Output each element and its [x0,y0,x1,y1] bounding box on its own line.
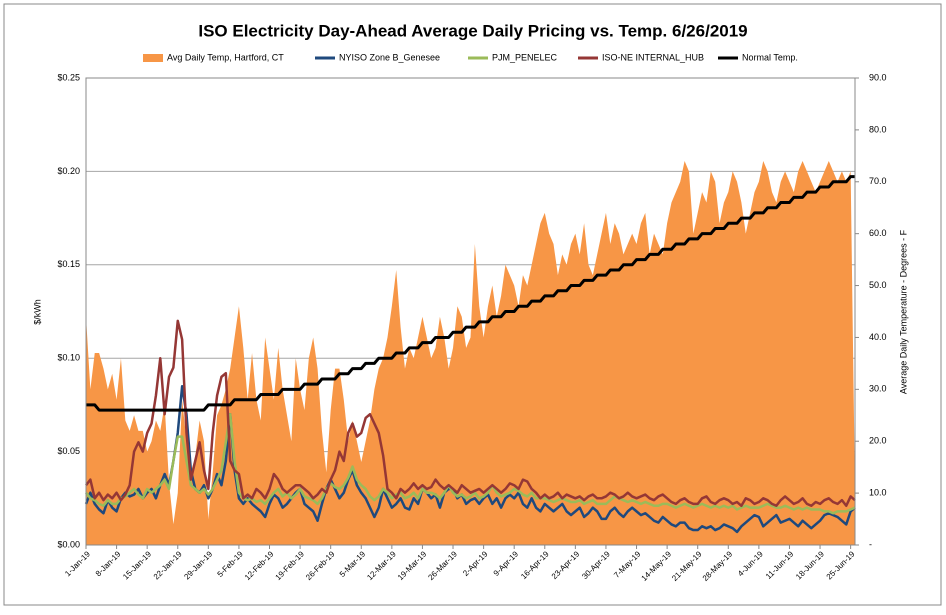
y2-tick-label: 90.0 [869,72,887,82]
y2-tick-label: 80.0 [869,124,887,134]
y2-tick-label: 40.0 [869,332,887,342]
y-tick-label: $0.15 [57,259,80,269]
y2-tick-label: 30.0 [869,384,887,394]
y-tick-label: $0.10 [57,353,80,363]
legend-label: PJM_PENELEC [492,52,558,62]
series-line [85,319,856,508]
y-tick-label: $0.25 [57,72,80,82]
y-axis-label: $/kWh [32,299,42,325]
series-line [86,175,855,412]
plot-border [85,77,856,546]
y2-tick-label: 60.0 [869,228,887,238]
y-tick-label: $0.00 [57,539,80,549]
y2-tick-label: 20.0 [869,436,887,446]
legend-label: Avg Daily Temp, Hartford, CT [167,52,284,62]
y2-tick-label: 10.0 [869,487,887,497]
y2-axis-label: Average Daily Temperature - Degrees - F [898,229,908,394]
chart-title: ISO Electricity Day-Ahead Average Daily … [198,21,747,40]
y2-tick-label: - [869,539,872,549]
legend-label: ISO-NE INTERNAL_HUB [602,52,704,62]
legend-label: NYISO Zone B_Genesee [339,52,440,62]
legend-swatch [143,54,163,62]
temp-area [86,161,855,545]
series-line [85,412,856,515]
y2-tick-label: 50.0 [869,280,887,290]
legend-label: Normal Temp. [742,52,798,62]
y2-tick-label: 70.0 [869,176,887,186]
y-tick-label: $0.05 [57,446,80,456]
y-tick-label: $0.20 [57,166,80,176]
